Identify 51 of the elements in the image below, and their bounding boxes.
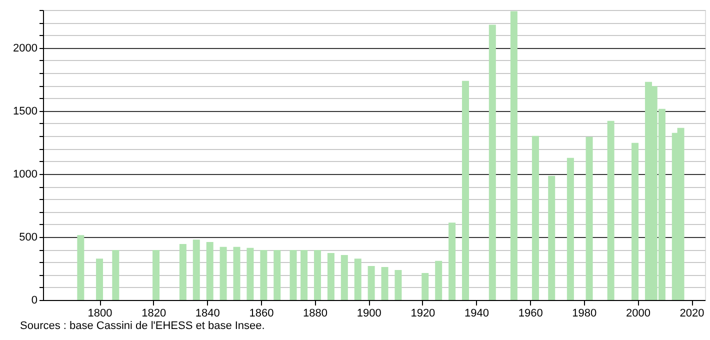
- bar: [77, 235, 84, 300]
- x-tick-label: 1980: [572, 308, 597, 320]
- x-tick-label: 1820: [142, 308, 166, 320]
- bar: [327, 252, 334, 300]
- x-tick-label: 1860: [249, 308, 274, 320]
- y-tick-label: 2000: [13, 42, 38, 54]
- x-tick-label: 1880: [303, 308, 328, 320]
- bar: [354, 258, 362, 300]
- bar: [381, 266, 388, 300]
- bar: [548, 176, 556, 300]
- y-tick-label: 500: [19, 231, 38, 244]
- bar: [290, 250, 297, 300]
- bar: [300, 250, 308, 300]
- bar: [510, 11, 518, 300]
- bar: [422, 273, 429, 300]
- bar: [152, 250, 160, 300]
- x-tick-label: 1960: [518, 308, 543, 320]
- bar: [179, 244, 186, 300]
- bar: [435, 260, 442, 300]
- bar: [274, 250, 281, 300]
- bar: [112, 250, 120, 300]
- bar: [632, 142, 639, 300]
- x-tick-label: 1900: [356, 308, 382, 320]
- bar: [586, 136, 593, 300]
- x-tick-label: 2020: [680, 308, 704, 320]
- x-tick-label: 2000: [626, 308, 650, 320]
- bar: [246, 248, 254, 300]
- x-tick-label: 1920: [410, 308, 436, 320]
- x-tick-label: 1940: [464, 308, 489, 320]
- bar: [260, 250, 268, 300]
- bar: [394, 270, 402, 300]
- bar: [532, 136, 539, 300]
- bar: [192, 240, 200, 300]
- bar: [488, 24, 496, 300]
- source-note: Sources : base Cassini de l'EHESS et base Insee.: [20, 320, 265, 332]
- y-tick-label: 0: [31, 294, 38, 306]
- bar: [206, 242, 214, 300]
- bar: [96, 258, 104, 300]
- bar: [566, 158, 574, 300]
- bar: [220, 246, 227, 300]
- y-tick-label: 1500: [13, 105, 38, 118]
- y-tick-label: 1000: [13, 168, 38, 180]
- bar: [448, 222, 456, 300]
- bar: [314, 250, 321, 300]
- bar: [233, 246, 240, 300]
- x-tick-label: 1800: [88, 308, 112, 320]
- bar: [368, 266, 375, 300]
- bar: [462, 80, 469, 300]
- bar: [607, 120, 614, 300]
- bar: [340, 254, 348, 300]
- x-tick-label: 1840: [195, 308, 220, 320]
